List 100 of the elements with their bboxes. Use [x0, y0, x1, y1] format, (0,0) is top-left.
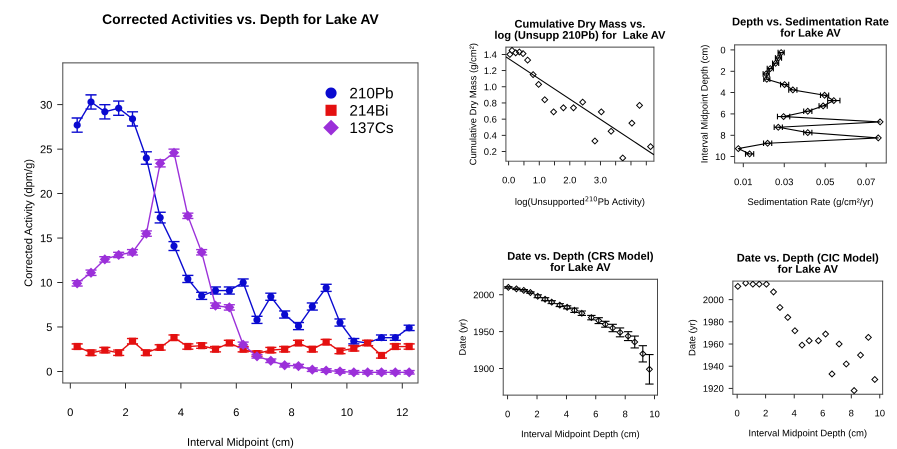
y-tick-label: 15 — [40, 234, 52, 242]
point — [512, 49, 520, 56]
point — [579, 98, 586, 106]
x-tick-label: 3.0 — [594, 176, 607, 184]
y-tick-label: 20 — [40, 190, 52, 198]
point — [508, 47, 516, 54]
point — [756, 281, 763, 288]
y-tick-label: 1.4 — [484, 51, 497, 58]
point — [646, 366, 653, 373]
y-tick-label: 1900 — [474, 365, 494, 372]
x-tick-label: 2 — [534, 410, 540, 418]
x-tick-label: 8 — [288, 408, 294, 416]
point — [619, 154, 626, 162]
point — [776, 304, 784, 311]
point — [749, 281, 756, 288]
x-tick-label: 6 — [594, 410, 598, 418]
y-tick-label: 0.4 — [484, 132, 497, 139]
point — [608, 128, 615, 135]
y-tick-label: 0.8 — [484, 100, 496, 106]
x-tick-label: 1.0 — [533, 176, 546, 184]
x-tick-label: 0 — [68, 408, 73, 416]
x-tick-label: 0 — [505, 410, 510, 418]
y-tick-label: 2000 — [474, 292, 494, 298]
x-tick-label: 10 — [342, 408, 353, 416]
x-tick-label: 0.0 — [502, 176, 515, 184]
y-tick-label: 8 — [720, 132, 726, 139]
y-tick-label: 1950 — [474, 328, 494, 336]
y-tick-label: 1940 — [704, 363, 724, 370]
point — [828, 370, 836, 378]
point — [876, 118, 884, 126]
y-axis-title: Date (yr) — [688, 320, 698, 356]
y-axis-title: Date (yr) — [458, 319, 468, 355]
x-axis-title: Interval Midpoint (cm) — [188, 438, 294, 448]
chart-title: Depth vs. Sedimentation Rate for Lake AV — [732, 17, 888, 37]
point — [636, 102, 643, 109]
x-tick-label: 8 — [849, 410, 854, 416]
point — [570, 104, 577, 112]
legend-label: 214Bi — [350, 104, 388, 116]
x-tick-label: 0.05 — [816, 178, 834, 186]
y-tick-label: 0.2 — [484, 148, 496, 155]
point — [830, 97, 838, 104]
point — [784, 314, 792, 321]
point — [806, 337, 813, 344]
point — [762, 281, 770, 288]
x-tick-label: 4 — [792, 410, 797, 416]
y-tick-label: 5 — [46, 323, 52, 332]
x-tick-label: 0.07 — [857, 178, 875, 186]
chart-title: Date vs. Depth (CIC Model) for Lake AV — [738, 254, 878, 273]
x-tick-label: 6 — [234, 408, 239, 416]
point — [550, 108, 558, 116]
x-tick-label: 4 — [178, 408, 184, 416]
point — [560, 104, 567, 112]
point — [591, 138, 598, 144]
point — [791, 327, 798, 334]
x-tick-label: 4 — [564, 410, 569, 418]
y-tick-label: 6 — [720, 110, 726, 118]
x-axis-title: Sedimentation Rate (g/cm²/yr) — [748, 198, 873, 207]
y-tick-label: 10 — [40, 278, 52, 287]
x-tick-label: 2 — [123, 408, 128, 416]
x-tick-label: 10 — [875, 410, 885, 416]
point — [780, 113, 788, 120]
y-tick-label: 1920 — [704, 385, 724, 392]
point — [734, 145, 742, 152]
y-tick-label: 0 — [46, 368, 52, 376]
point — [520, 50, 526, 58]
y-axis-title: Corrected Activity (dpm/g) — [24, 160, 34, 286]
y-tick-label: 30 — [40, 100, 52, 109]
point — [770, 288, 777, 296]
x-axis-title: Interval Midpoint Depth (cm) — [749, 429, 866, 438]
y-axis-title: Interval Midpoint Depth (cm) — [700, 45, 710, 162]
chart-title: Date vs. Depth (CRS Model) for Lake AV — [508, 252, 653, 272]
point — [742, 281, 750, 286]
y-tick-label: 1.2 — [484, 67, 496, 74]
y-tick-label: 2 — [720, 68, 726, 75]
point — [639, 350, 646, 358]
point — [871, 376, 878, 383]
x-tick-label: 6 — [820, 410, 825, 416]
x-axis-title: Interval Midpoint Depth (cm) — [522, 430, 640, 440]
chart-title: Cumulative Dry Mass vs. log (Unsupp 210Pb) for Lake AV — [495, 20, 666, 42]
x-tick-label: 0.01 — [734, 178, 752, 186]
x-tick-label: 0.03 — [775, 178, 793, 186]
point — [815, 337, 822, 344]
point — [798, 342, 806, 349]
point — [541, 96, 548, 104]
x-axis-title: log(Unsupported$^{210}$Pb Activity) — [516, 196, 644, 207]
point — [850, 387, 858, 394]
point — [631, 338, 638, 346]
point — [836, 340, 843, 348]
y-tick-label: 0 — [720, 46, 726, 54]
point — [857, 352, 864, 359]
point — [524, 56, 532, 64]
point — [506, 50, 514, 58]
x-tick-label: 2.0 — [564, 176, 576, 184]
point — [822, 330, 830, 338]
y-tick-label: 25 — [40, 145, 52, 154]
y-tick-label: 1.0 — [484, 84, 497, 90]
y-tick-label: 10 — [716, 153, 726, 160]
y-axis-title: Cumulative Dry Mass (g/cm²) — [469, 44, 478, 165]
point — [516, 48, 523, 56]
y-tick-label: 0.6 — [484, 116, 496, 123]
